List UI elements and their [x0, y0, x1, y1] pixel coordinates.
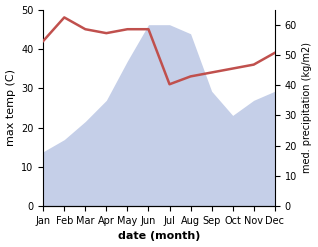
X-axis label: date (month): date (month): [118, 231, 200, 242]
Y-axis label: max temp (C): max temp (C): [5, 69, 16, 146]
Y-axis label: med. precipitation (kg/m2): med. precipitation (kg/m2): [302, 42, 313, 173]
